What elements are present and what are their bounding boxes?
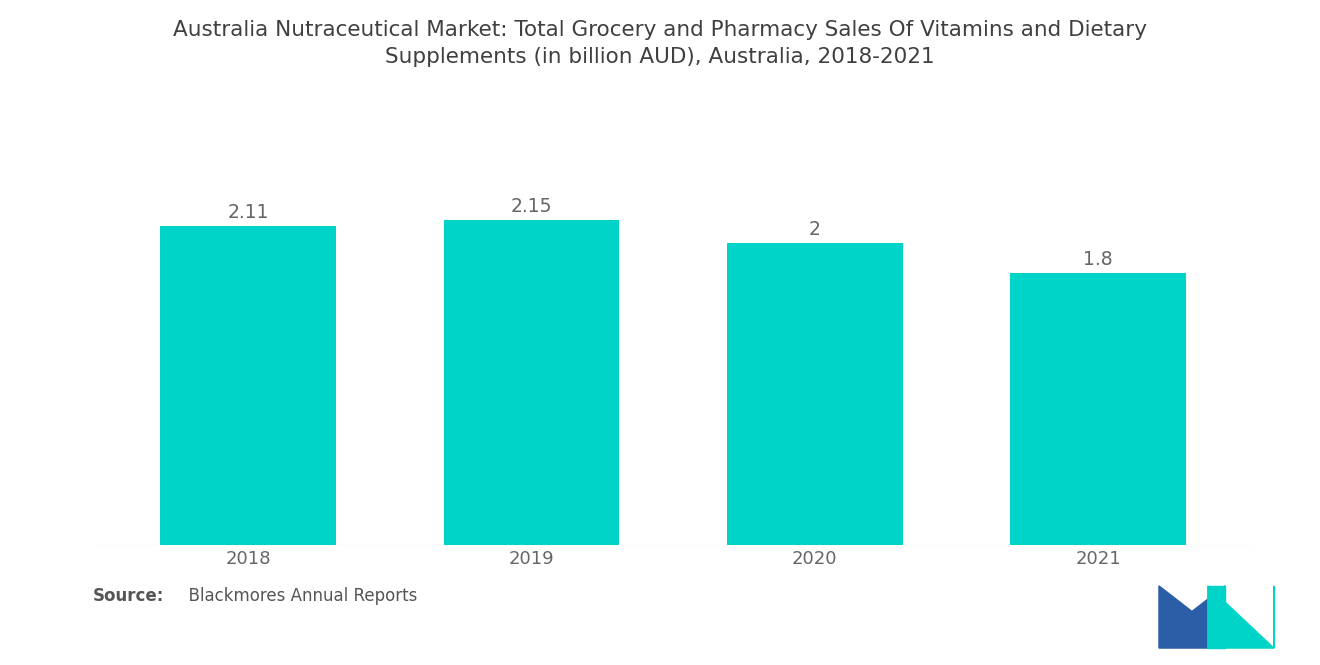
Text: Source:: Source:	[92, 587, 164, 605]
Bar	[444, 220, 619, 545]
Text: Blackmores Annual Reports: Blackmores Annual Reports	[178, 587, 417, 605]
Bar	[161, 226, 337, 545]
Text: Australia Nutraceutical Market: Total Grocery and Pharmacy Sales Of Vitamins and: Australia Nutraceutical Market: Total Gr…	[173, 20, 1147, 67]
Polygon shape	[1159, 586, 1225, 648]
Bar	[1010, 273, 1185, 545]
Text: 2.11: 2.11	[227, 203, 269, 222]
Polygon shape	[1208, 586, 1274, 648]
Text: 1.8: 1.8	[1084, 250, 1113, 269]
Text: 2: 2	[809, 220, 821, 239]
Text: 2.15: 2.15	[511, 198, 552, 216]
Bar	[727, 243, 903, 545]
Polygon shape	[1208, 586, 1225, 648]
